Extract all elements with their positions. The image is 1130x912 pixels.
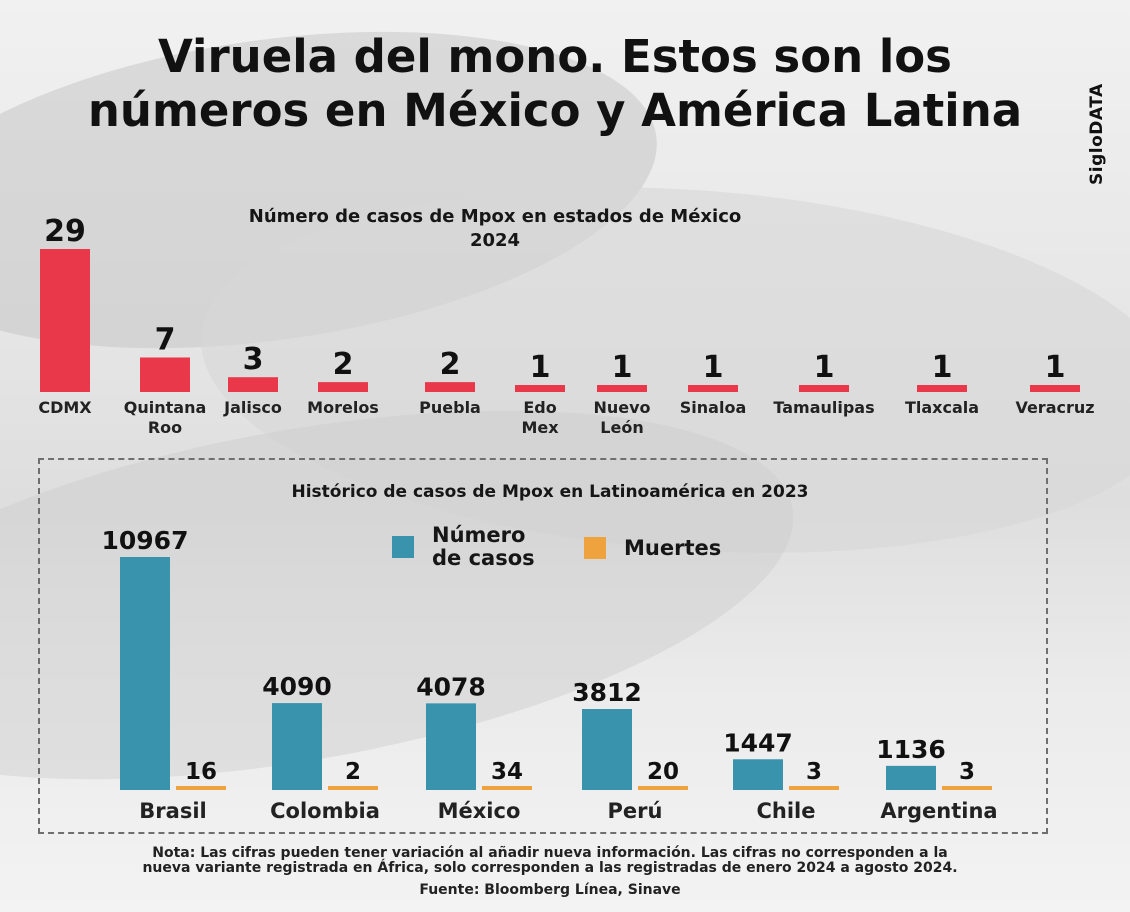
footnote-line-1: Nota: Las cifras pueden tener variación … <box>152 845 948 861</box>
bar-puebla <box>425 382 475 392</box>
source-credit: Fuente: Bloomberg Línea, Sinave <box>419 882 681 898</box>
value-label-tlaxcala: 1 <box>932 350 953 385</box>
bar-muertes-chile <box>789 786 839 790</box>
value-label-sinaloa: 1 <box>703 350 724 385</box>
bar-casos-argentina <box>886 765 936 790</box>
latam-chart-frame <box>38 458 1048 834</box>
category-label-colombia: Colombia <box>270 799 380 823</box>
category-label-edo-mex: Edo <box>523 398 556 417</box>
category-label-jalisco: Jalisco <box>223 398 282 417</box>
bar-veracruz <box>1030 385 1080 392</box>
brand-logo: SigloDATA <box>1087 83 1107 185</box>
value-label-edo-mex: 1 <box>530 350 551 385</box>
bar-tamaulipas <box>799 385 849 392</box>
category-label-argentina: Argentina <box>880 799 997 823</box>
bar-tlaxcala <box>917 385 967 392</box>
value-label-muertes-colombia: 2 <box>345 759 361 785</box>
bar-edo-mex <box>515 385 565 392</box>
bar-morelos <box>318 382 368 392</box>
bar-cdmx <box>40 249 90 392</box>
value-label-quintana-roo: 7 <box>155 322 176 357</box>
category-label-mexico: México <box>438 799 521 823</box>
category-label-nuevo-le-n: Nuevo <box>593 398 650 417</box>
category-label-chile: Chile <box>756 799 815 823</box>
bar-quintana-roo <box>140 357 190 392</box>
value-label-nuevo-le-n: 1 <box>612 350 633 385</box>
bar-muertes-peru <box>638 786 688 790</box>
category-label-veracruz: Veracruz <box>1015 398 1094 417</box>
footnote: Nota: Las cifras pueden tener variación … <box>40 846 1060 876</box>
value-label-casos-chile: 1447 <box>723 728 793 757</box>
legend-label-muertes: Muertes <box>624 536 722 560</box>
category-label-morelos: Morelos <box>307 398 379 417</box>
bar-casos-colombia <box>272 703 322 790</box>
category-label-quintana-roo: Roo <box>148 418 182 437</box>
category-label-puebla: Puebla <box>419 398 481 417</box>
legend-label-casos-line1: Número <box>432 523 526 547</box>
value-label-muertes-argentina: 3 <box>959 759 975 785</box>
bar-casos-peru <box>582 709 632 790</box>
bar-muertes-argentina <box>942 786 992 790</box>
bar-jalisco <box>228 377 278 392</box>
legend-item-muertes: Muertes <box>584 536 721 560</box>
bar-muertes-colombia <box>328 786 378 790</box>
value-label-muertes-peru: 20 <box>647 759 679 785</box>
category-label-sinaloa: Sinaloa <box>680 398 746 417</box>
bar-muertes-mexico <box>482 786 532 790</box>
value-label-muertes-brasil: 16 <box>185 759 217 785</box>
value-label-casos-argentina: 1136 <box>876 735 946 764</box>
bar-sinaloa <box>688 385 738 392</box>
category-label-nuevo-le-n: León <box>600 418 643 437</box>
category-label-peru: Perú <box>608 799 663 823</box>
category-label-tlaxcala: Tlaxcala <box>905 398 979 417</box>
bar-casos-brasil <box>120 557 170 790</box>
bar-casos-chile <box>733 759 783 790</box>
value-label-puebla: 2 <box>440 347 461 382</box>
latam-chart-title: Histórico de casos de Mpox en Latinoamér… <box>291 482 809 502</box>
value-label-casos-mexico: 4078 <box>416 672 486 701</box>
category-label-brasil: Brasil <box>139 799 206 823</box>
footnote-line-2: nueva variante registrada en África, sol… <box>142 860 958 876</box>
value-label-casos-brasil: 10967 <box>102 526 189 555</box>
value-label-tamaulipas: 1 <box>814 350 835 385</box>
legend-swatch-casos <box>392 536 414 558</box>
value-label-muertes-chile: 3 <box>806 759 822 785</box>
mexico-chart-title: Número de casos de Mpox en estados de Mé… <box>248 206 742 227</box>
legend-label-casos-line2: de casos <box>432 546 535 570</box>
category-label-cdmx: CDMX <box>38 398 92 417</box>
page-title-line-2: números en México y América Latina <box>87 84 1023 137</box>
bar-nuevo-le-n <box>597 385 647 392</box>
value-label-muertes-mexico: 34 <box>491 759 523 785</box>
legend-item-casos: Número de casos <box>392 524 535 570</box>
value-label-casos-peru: 3812 <box>572 678 642 707</box>
value-label-cdmx: 29 <box>44 214 86 249</box>
value-label-morelos: 2 <box>333 347 354 382</box>
category-label-tamaulipas: Tamaulipas <box>773 398 874 417</box>
category-label-edo-mex: Mex <box>521 418 559 437</box>
mexico-chart-subtitle: 2024 <box>469 230 521 251</box>
value-label-jalisco: 3 <box>243 342 264 377</box>
bar-casos-mexico <box>426 703 476 790</box>
value-label-veracruz: 1 <box>1045 350 1066 385</box>
category-label-quintana-roo: Quintana <box>124 398 207 417</box>
bar-muertes-brasil <box>176 786 226 790</box>
page-title-line-1: Viruela del mono. Estos son los <box>158 30 952 83</box>
latam-bar-chart: 10967 16 Brasil 4090 2 Colombia 4078 34 México 38… <box>102 526 998 823</box>
legend-swatch-muertes <box>584 537 606 559</box>
value-label-casos-colombia: 4090 <box>262 672 332 701</box>
